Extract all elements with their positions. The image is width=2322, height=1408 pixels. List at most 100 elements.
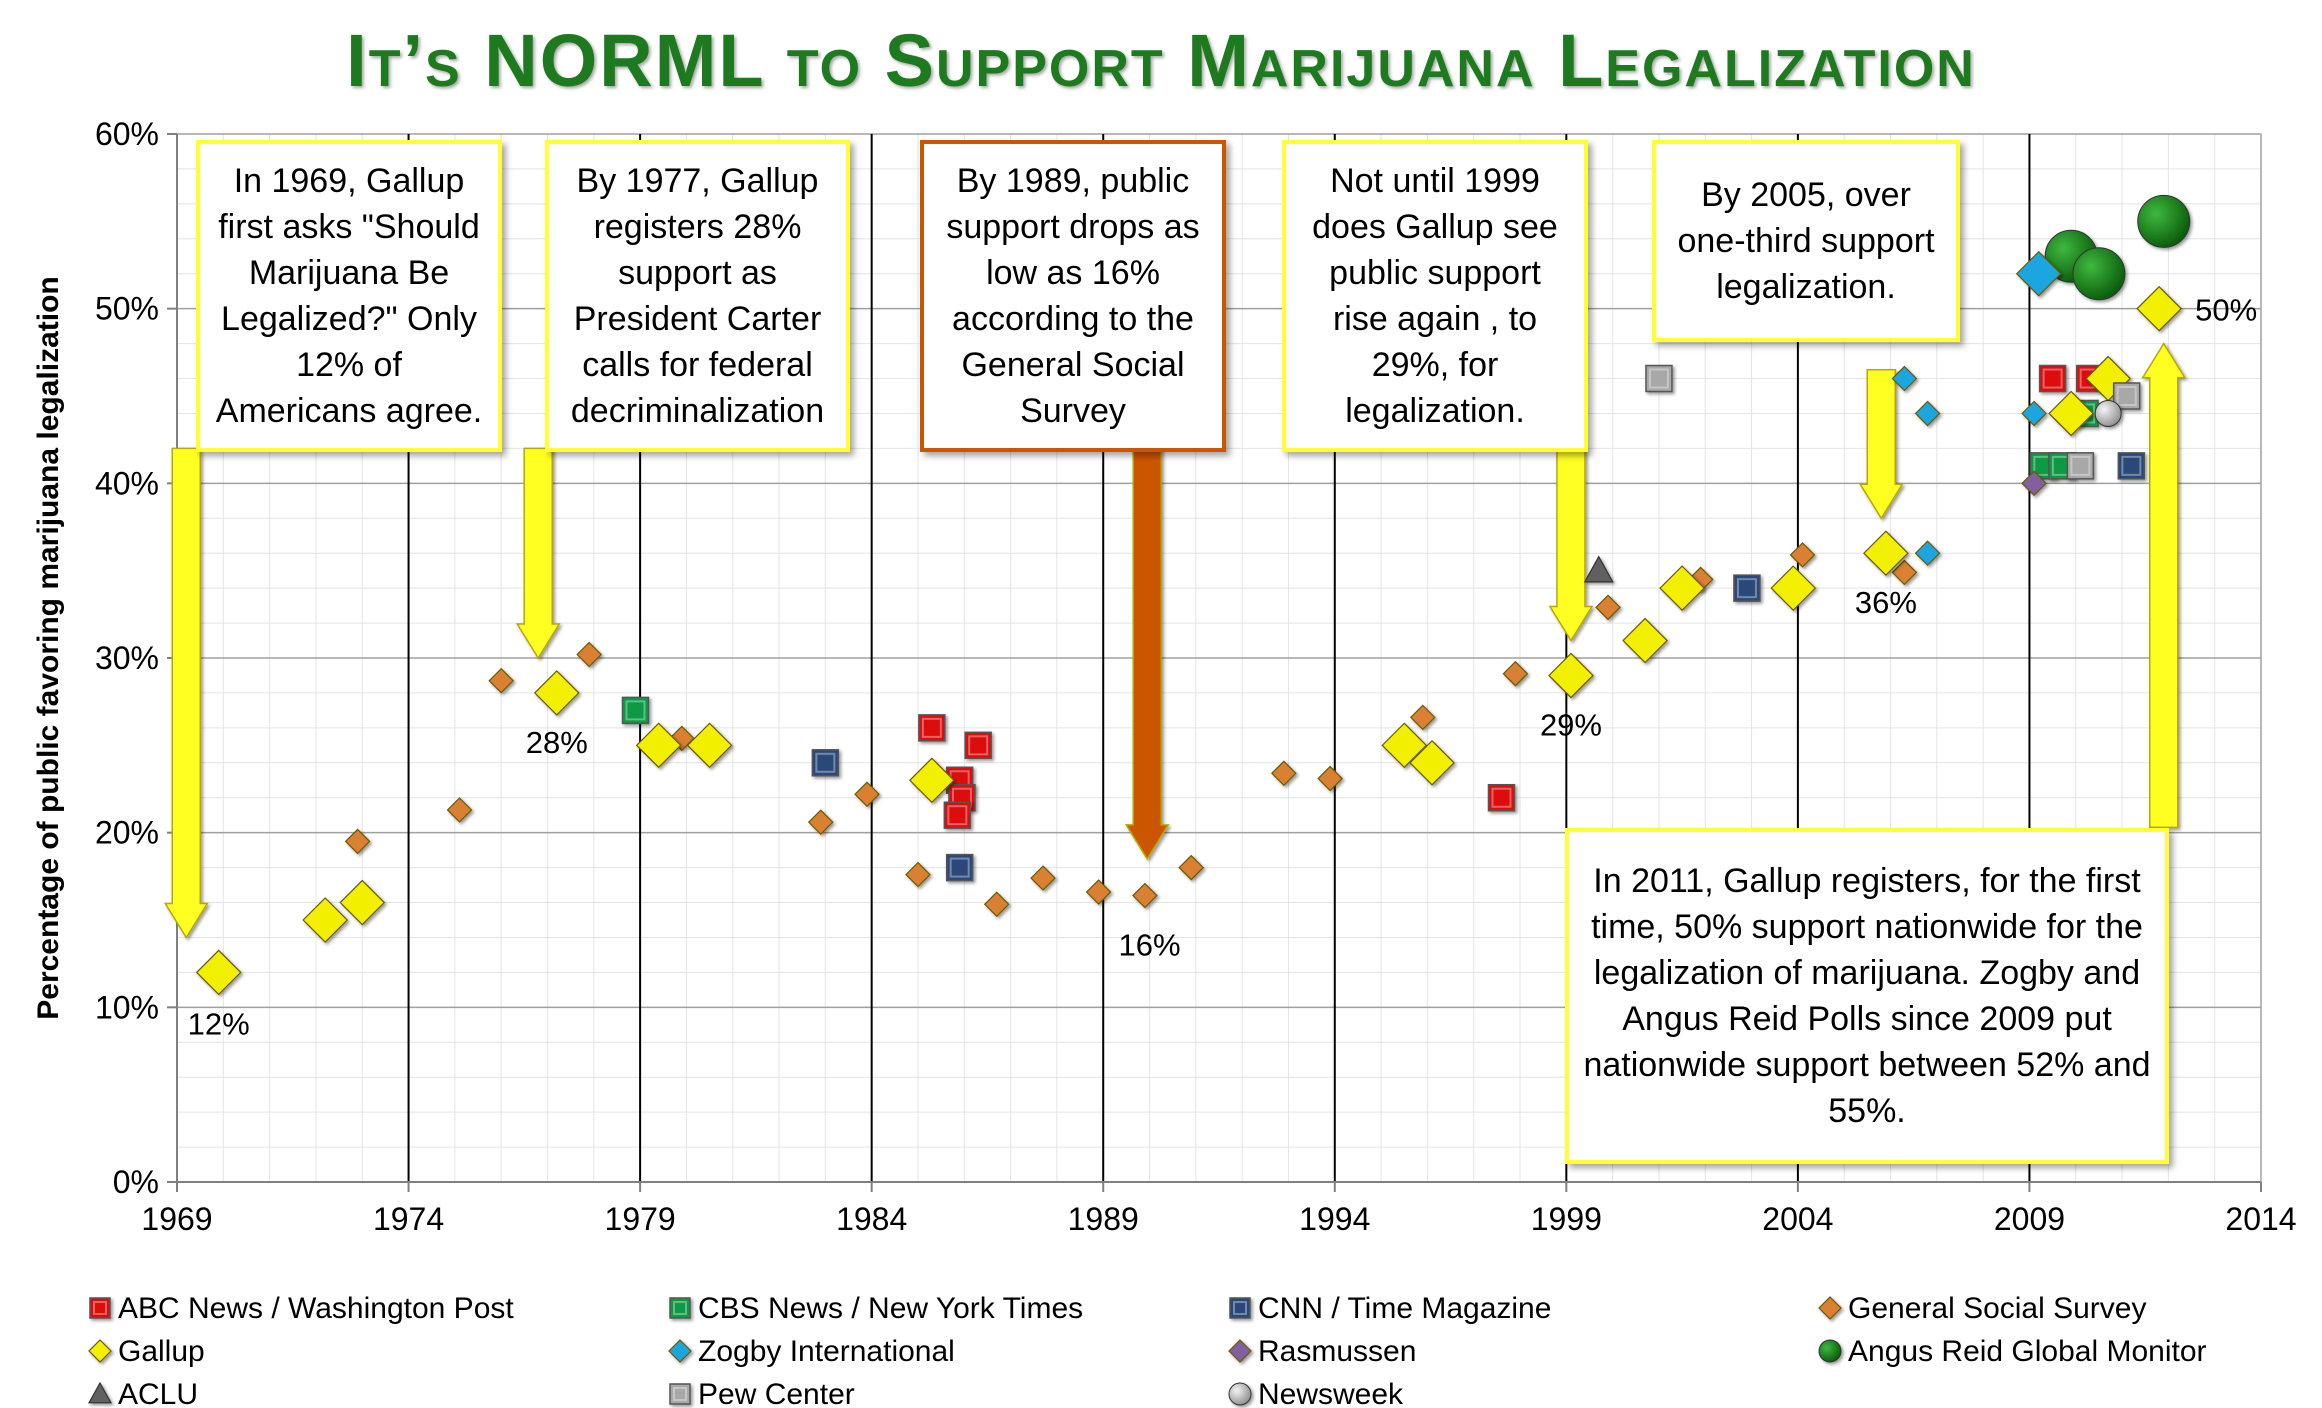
callout-1999: Not until 1999 does Gallup see public su… [1282,140,1588,452]
legend-marker-angus [1818,1339,1842,1363]
point-rasmussen [2021,470,2047,497]
y-tick-label: 10% [95,989,159,1025]
point-gss [905,861,931,888]
point-gallup [2136,285,2182,332]
point-label: 28% [526,725,588,760]
point-gss [1178,854,1205,881]
callout-1989: By 1989, public support drops as low as … [920,140,1226,452]
point-cbs-bevel [625,700,646,721]
point-zogby [2021,400,2047,427]
point-gallup [1409,739,1455,786]
point-zogby [1891,365,1918,392]
point-gss [1030,865,1056,891]
x-tick-label: 1979 [605,1201,676,1237]
callout-1969: In 1969, Gallup first asks "Should Marij… [196,140,502,452]
point-abc [943,801,972,829]
point-cnn [811,749,840,777]
y-axis-label: Percentage of public favoring marijuana … [32,276,65,1020]
point-abc [964,731,992,760]
x-tick-label: 2004 [1762,1201,1833,1237]
point-gss [488,667,515,694]
legend-marker-cbs-bevel [673,1301,687,1315]
point-gallup [1863,530,1909,577]
point-gss [983,891,1010,918]
arrow-layer [163,342,2187,939]
point-abc [918,714,946,742]
point-gss [807,809,834,836]
legend-marker-gss [1818,1296,1842,1320]
x-tick-label: 1969 [141,1201,212,1237]
point-abc-bevel [968,735,989,756]
point-gallup [195,949,242,996]
legend-label-gss: General Social Survey [1848,1292,2146,1325]
legend-label-rasmussen: Rasmussen [1258,1335,1416,1368]
arrow-1999 [1548,447,1594,642]
point-gss [1789,542,1816,568]
point-cnn-bevel [1736,578,1757,599]
point-gss [1270,760,1297,787]
point-abc-bevel [947,805,968,826]
callout-2011: In 2011, Gallup registers, for the first… [1565,828,2169,1164]
point-gallup [1381,722,1428,769]
legend-label-cnn: CNN / Time Magazine [1258,1292,1551,1325]
point-aclu [1583,555,1614,583]
legend-marker-abc [89,1297,111,1319]
point-abc-bevel [1491,787,1512,808]
callout-1977: By 1977, Gallup registers 28% support as… [545,140,850,452]
point-label: 12% [188,1006,250,1041]
legend-marker-abc-bevel [93,1301,107,1315]
point-cnn-bevel [815,752,836,773]
legend-label-aclu: ACLU [118,1378,198,1408]
x-tick-label: 1984 [836,1201,907,1237]
point-gallup [909,757,955,804]
legend-marker-pew-bevel [673,1387,687,1401]
legend-label-abc: ABC News / Washington Post [118,1292,514,1325]
point-pew-bevel [1648,368,1669,389]
point-gallup [302,897,349,943]
point-cnn [2117,452,2146,480]
point-abc [1487,783,1516,812]
arrow-2005 [1858,369,1904,520]
legend-label-pew: Pew Center [698,1378,855,1408]
legend-marker-cnn-bevel [1233,1301,1247,1315]
point-cnn-bevel [2121,455,2142,476]
arrow-1989 [1124,447,1170,861]
point-label: 29% [1540,707,1602,742]
y-tick-label: 40% [95,465,159,501]
point-gss [1502,660,1529,687]
legend-marker-rasmussen [1228,1339,1252,1363]
x-tick-label: 1999 [1531,1201,1602,1237]
legend-label-newsweek: Newsweek [1258,1378,1404,1408]
y-tick-label: 30% [95,640,159,676]
point-gallup [1622,617,1668,664]
point-pew [1645,364,1673,393]
legend-marker-pew [669,1383,691,1405]
point-gss [1891,559,1918,586]
point-abc-bevel [921,717,942,738]
point-gallup [339,879,386,926]
x-tick-label: 1974 [373,1201,444,1237]
point-gallup [635,722,682,769]
point-gallup [1659,565,1705,611]
x-tick-label: 2014 [2225,1201,2296,1237]
legend-marker-gallup [88,1339,112,1363]
point-zogby [1914,540,1941,567]
point-gallup [1770,565,1817,611]
arrow-1977 [515,447,561,660]
y-tick-label: 0% [113,1164,159,1200]
point-gss [1409,704,1436,731]
point-gallup [686,722,733,769]
legend-marker-cbs [669,1297,691,1319]
point-cnn-bevel [949,857,970,878]
point-pew-bevel [2070,455,2091,476]
point-angus [2072,247,2126,301]
axis-layer: 1969 1974 1979 1984 1989 1994 1999 2004 2009 2014… [32,116,2297,1237]
point-layer [195,194,2191,996]
arrow-1969 [163,447,209,939]
legend-label-angus: Angus Reid Global Monitor [1848,1335,2207,1368]
x-tick-label: 1994 [1299,1201,1370,1237]
point-gss [1317,765,1343,792]
y-tick-label: 20% [95,815,159,851]
point-pew-bevel [2116,386,2137,406]
point-abc [2038,364,2067,393]
